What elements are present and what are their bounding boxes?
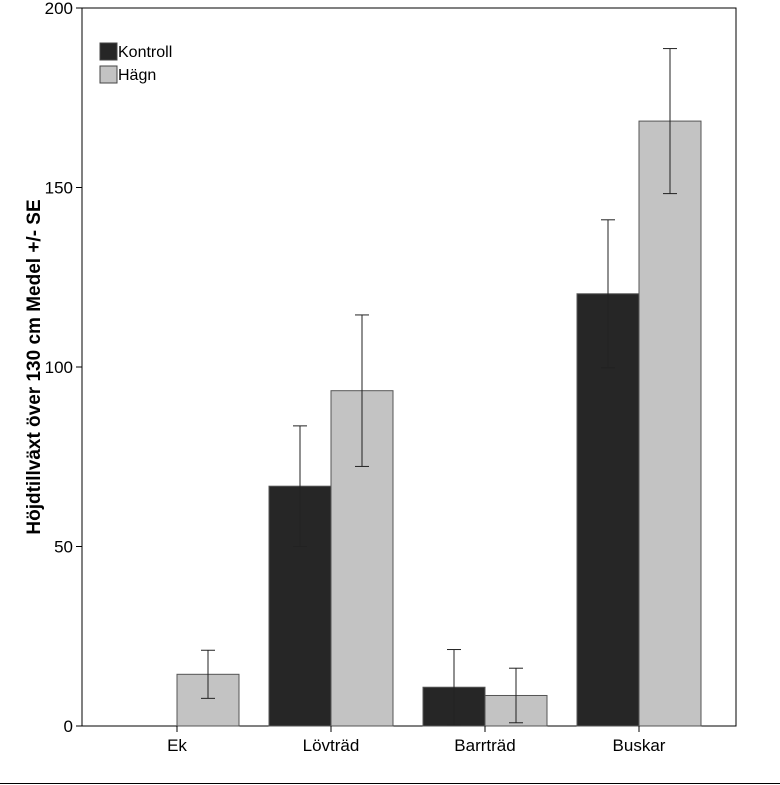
x-tick-label-1: Lövträd xyxy=(303,736,360,755)
error-bars-layer xyxy=(201,48,677,726)
legend: Kontroll Hägn xyxy=(99,42,172,84)
error-bar-hägn-3 xyxy=(663,48,677,195)
error-bar-kontroll-3 xyxy=(601,219,615,369)
x-tick-label-2: Barrträd xyxy=(454,736,515,755)
x-axis: Ek Lövträd Barrträd Buskar xyxy=(167,726,666,755)
error-bar-hägn-0 xyxy=(201,649,215,699)
error-bar-hägn-2 xyxy=(509,667,523,724)
legend-swatch-kontroll xyxy=(99,42,118,61)
x-tick-label-0: Ek xyxy=(167,736,187,755)
error-bar-hägn-1 xyxy=(355,314,369,467)
bar-hägn-3 xyxy=(638,120,702,727)
y-tick-label-0: 0 xyxy=(64,717,73,736)
y-tick-label-50: 50 xyxy=(54,538,73,557)
y-axis: 0 50 100 150 200 xyxy=(45,0,82,736)
error-bar-kontroll-1 xyxy=(293,425,307,547)
x-tick-label-3: Buskar xyxy=(613,736,666,755)
legend-label-hägn: Hägn xyxy=(118,67,156,84)
legend-swatch-hägn xyxy=(99,65,118,84)
y-axis-label: Höjdtillväxt över 130 cm Medel +/- SE xyxy=(24,199,45,534)
y-tick-label-200: 200 xyxy=(45,0,73,18)
legend-label-kontroll: Kontroll xyxy=(118,44,172,61)
error-bar-kontroll-2 xyxy=(447,649,461,726)
y-tick-label-150: 150 xyxy=(45,179,73,198)
y-tick-label-100: 100 xyxy=(45,358,73,377)
